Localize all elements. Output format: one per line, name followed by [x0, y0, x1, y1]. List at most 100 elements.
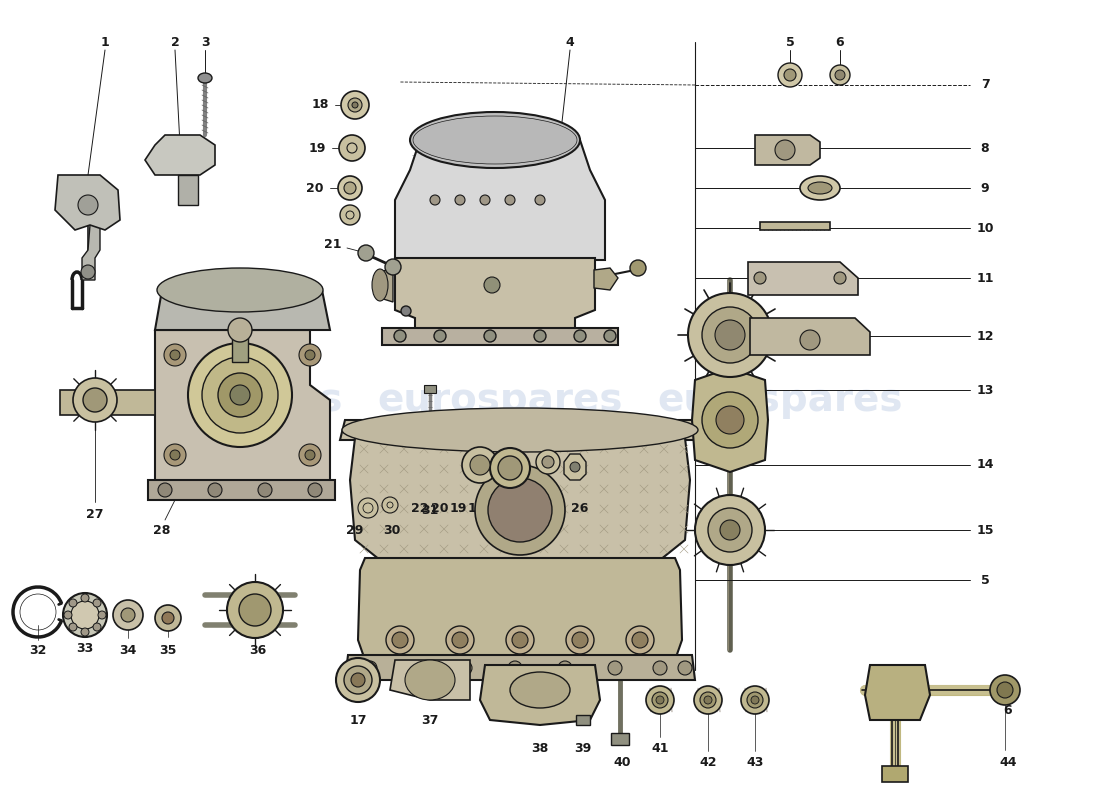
Text: 12: 12 — [977, 330, 993, 342]
Ellipse shape — [408, 661, 422, 675]
Text: 13: 13 — [977, 383, 993, 397]
Ellipse shape — [94, 599, 101, 607]
Ellipse shape — [81, 628, 89, 636]
Ellipse shape — [608, 661, 622, 675]
Ellipse shape — [720, 520, 740, 540]
Ellipse shape — [505, 195, 515, 205]
Polygon shape — [395, 258, 595, 330]
Ellipse shape — [338, 176, 362, 200]
Ellipse shape — [342, 408, 698, 452]
Ellipse shape — [336, 658, 380, 702]
Ellipse shape — [678, 661, 692, 675]
Text: 41: 41 — [651, 742, 669, 754]
Ellipse shape — [227, 582, 283, 638]
Ellipse shape — [82, 388, 107, 412]
Ellipse shape — [534, 330, 546, 342]
Ellipse shape — [716, 406, 744, 434]
Polygon shape — [750, 318, 870, 355]
Ellipse shape — [341, 91, 368, 119]
Text: 15: 15 — [977, 523, 993, 537]
Ellipse shape — [164, 344, 186, 366]
Ellipse shape — [305, 450, 315, 460]
Polygon shape — [340, 420, 700, 440]
Polygon shape — [865, 665, 930, 720]
Ellipse shape — [258, 483, 272, 497]
Ellipse shape — [385, 259, 402, 275]
Bar — [232, 330, 248, 362]
Text: 24: 24 — [506, 502, 524, 514]
Text: 25: 25 — [544, 502, 562, 514]
Ellipse shape — [73, 378, 117, 422]
Text: 44: 44 — [999, 755, 1016, 769]
Polygon shape — [692, 368, 768, 472]
Ellipse shape — [542, 456, 554, 468]
Text: eurospares: eurospares — [97, 381, 343, 419]
Text: 38: 38 — [531, 742, 549, 754]
Polygon shape — [55, 175, 120, 230]
Ellipse shape — [94, 623, 101, 631]
Text: 36: 36 — [250, 643, 266, 657]
Ellipse shape — [462, 447, 498, 483]
Text: 17: 17 — [284, 282, 300, 294]
Ellipse shape — [997, 682, 1013, 698]
Text: 16: 16 — [209, 282, 227, 294]
Ellipse shape — [170, 350, 180, 360]
Text: 19: 19 — [449, 502, 466, 514]
Ellipse shape — [434, 330, 446, 342]
Ellipse shape — [747, 692, 763, 708]
Text: 20: 20 — [431, 502, 449, 514]
Polygon shape — [390, 660, 470, 700]
Ellipse shape — [113, 600, 143, 630]
Ellipse shape — [754, 272, 766, 284]
Text: 8: 8 — [981, 142, 989, 154]
Ellipse shape — [208, 483, 222, 497]
Ellipse shape — [694, 686, 722, 714]
Ellipse shape — [626, 626, 654, 654]
Polygon shape — [148, 480, 336, 500]
Ellipse shape — [574, 330, 586, 342]
Ellipse shape — [741, 686, 769, 714]
Ellipse shape — [78, 195, 98, 215]
Ellipse shape — [340, 205, 360, 225]
Ellipse shape — [704, 696, 712, 704]
Ellipse shape — [572, 632, 588, 648]
Ellipse shape — [392, 632, 408, 648]
Ellipse shape — [475, 465, 565, 555]
Polygon shape — [145, 135, 214, 175]
Ellipse shape — [776, 140, 795, 160]
Polygon shape — [382, 328, 618, 345]
Ellipse shape — [339, 135, 365, 161]
Polygon shape — [155, 330, 330, 495]
Text: 6: 6 — [1003, 703, 1012, 717]
Ellipse shape — [164, 444, 186, 466]
Text: 21: 21 — [324, 238, 342, 251]
Text: 28: 28 — [153, 523, 170, 537]
Ellipse shape — [162, 612, 174, 624]
Polygon shape — [350, 438, 690, 560]
Ellipse shape — [430, 195, 440, 205]
Polygon shape — [755, 135, 820, 165]
Ellipse shape — [170, 450, 180, 460]
Ellipse shape — [308, 483, 322, 497]
Text: 31: 31 — [421, 503, 439, 517]
Ellipse shape — [188, 343, 292, 447]
Ellipse shape — [470, 455, 490, 475]
Text: 7: 7 — [980, 78, 989, 91]
Ellipse shape — [808, 182, 832, 194]
Ellipse shape — [452, 632, 468, 648]
Ellipse shape — [358, 498, 378, 518]
Text: 4: 4 — [565, 35, 574, 49]
Ellipse shape — [480, 195, 490, 205]
Polygon shape — [594, 268, 618, 290]
Ellipse shape — [990, 675, 1020, 705]
Text: 26: 26 — [571, 502, 588, 514]
Text: 5: 5 — [980, 574, 989, 586]
Ellipse shape — [81, 594, 89, 602]
Ellipse shape — [835, 70, 845, 80]
Ellipse shape — [218, 373, 262, 417]
Ellipse shape — [410, 112, 580, 168]
Ellipse shape — [64, 611, 72, 619]
Ellipse shape — [202, 357, 278, 433]
Ellipse shape — [558, 661, 572, 675]
Text: 43: 43 — [746, 755, 763, 769]
